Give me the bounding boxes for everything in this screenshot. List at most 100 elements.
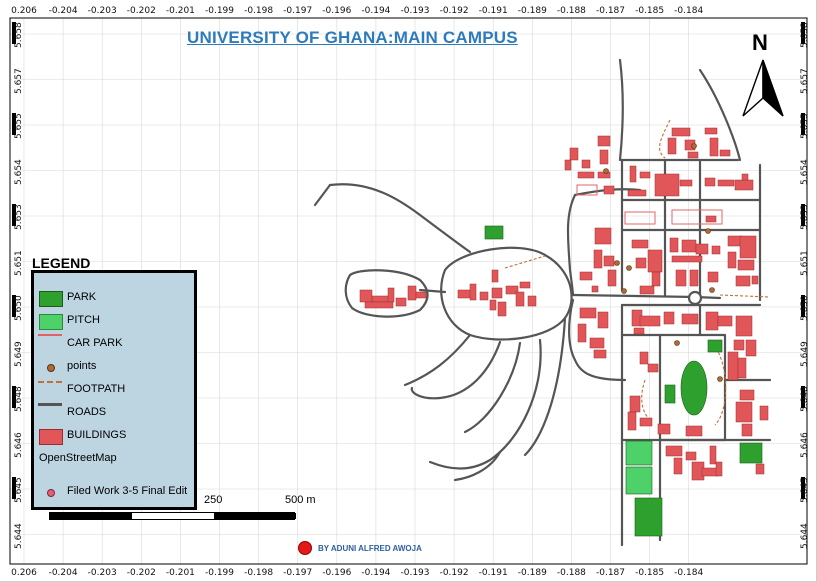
park [484, 225, 504, 240]
edge-bar [801, 295, 805, 317]
building [663, 311, 675, 325]
y-tick-label: 5.644 [800, 522, 810, 549]
x-tick-label: -0.198 [244, 6, 274, 16]
building [579, 271, 593, 281]
park-swatch-icon [39, 291, 63, 307]
building [577, 323, 587, 343]
building [695, 243, 709, 255]
x-tick-label: -0.189 [517, 568, 547, 578]
building [589, 337, 605, 349]
scale-label: 250 [204, 494, 223, 506]
building [711, 245, 721, 255]
footpath [719, 294, 771, 298]
building [579, 307, 597, 319]
edge-bar [801, 158, 805, 181]
edge-bar [801, 67, 805, 90]
point [691, 143, 697, 149]
y-tick-label: 5.658 [800, 22, 810, 48]
building [593, 349, 607, 359]
park [707, 339, 723, 353]
building [591, 285, 599, 293]
building [717, 315, 733, 327]
building [651, 271, 661, 287]
building [629, 165, 637, 183]
y-tick-label: 5.646 [14, 431, 24, 458]
building [755, 463, 765, 475]
building [497, 301, 507, 317]
building [705, 311, 719, 331]
edge-bar [12, 386, 16, 408]
road [568, 298, 627, 382]
scale-bar [49, 512, 296, 520]
building [515, 291, 525, 307]
edge-bar [801, 113, 805, 135]
y-tick-label: 5.648 [14, 386, 24, 412]
building [469, 283, 477, 301]
road [428, 338, 542, 470]
building [647, 363, 659, 373]
building [739, 389, 755, 401]
building [759, 405, 769, 421]
building [489, 299, 497, 311]
building [633, 327, 645, 335]
building [709, 137, 719, 157]
field-point-marker-icon [47, 489, 55, 497]
road [463, 341, 522, 434]
y-tick-label: 5.645 [14, 477, 24, 503]
building [685, 451, 697, 461]
building [627, 411, 637, 431]
building [717, 179, 735, 187]
building-swatch-icon [39, 429, 63, 445]
footpath-dashed-line-icon [38, 381, 62, 383]
building [647, 249, 663, 273]
building [395, 297, 407, 307]
road [313, 183, 332, 207]
legend-label: points [67, 360, 97, 372]
legend-label: BUILDINGS [67, 429, 127, 441]
building [519, 281, 531, 289]
building [681, 239, 697, 253]
y-tick-label: 5.649 [800, 340, 810, 367]
building [415, 291, 427, 299]
park [634, 497, 663, 537]
author-marker-icon [298, 541, 312, 555]
point [674, 340, 680, 346]
building [371, 295, 391, 303]
edge-bar [801, 204, 805, 226]
edge-bar [801, 249, 805, 272]
y-tick-label: 5.655 [800, 113, 810, 139]
author-text: BY ADUNI ALFRED AWOJA [318, 543, 422, 553]
building [733, 339, 745, 351]
footpath [641, 379, 651, 421]
legend: PARK PITCH CAR PARK points FOOTPATH ROAD… [31, 270, 197, 510]
building [603, 185, 615, 195]
building [735, 315, 753, 337]
legend-item-footpath: FOOTPATH [34, 381, 194, 401]
x-tick-label: -0.198 [244, 568, 274, 578]
x-tick-label: -0.188 [556, 568, 586, 578]
roundabout [687, 290, 703, 306]
building [593, 249, 603, 269]
legend-label: CAR PARK [67, 337, 123, 349]
road [410, 340, 502, 400]
building [667, 137, 677, 155]
building [479, 291, 489, 301]
legend-label: OpenStreetMap [39, 452, 117, 464]
building [741, 173, 749, 181]
x-tick-label: -0.193 [400, 568, 430, 578]
building [359, 289, 373, 303]
building [564, 159, 572, 171]
y-tick-label: 5.657 [14, 67, 24, 94]
footpath [709, 339, 727, 426]
legend-item-buildings: BUILDINGS [34, 427, 194, 447]
x-tick-label: -0.189 [517, 6, 547, 16]
car-park [576, 184, 598, 196]
edge-bar [12, 477, 16, 499]
building [527, 295, 537, 307]
building [739, 235, 757, 259]
building [715, 461, 723, 477]
building [639, 417, 653, 427]
point [626, 265, 632, 271]
y-tick-label: 5.646 [800, 431, 810, 458]
